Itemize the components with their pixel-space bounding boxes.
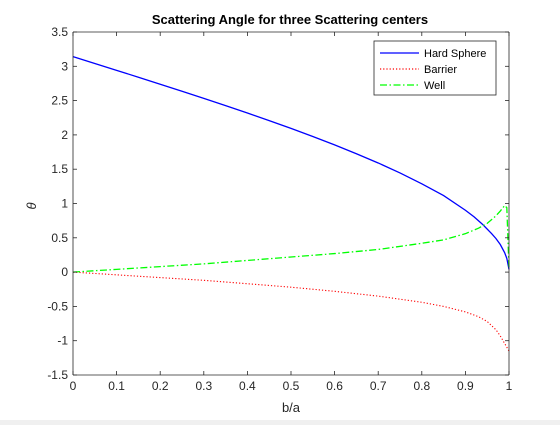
legend: Hard Sphere Barrier Well (373, 40, 497, 96)
y-ticks: -1.5 -1 -0.5 0 0.5 1 1.5 2 2.5 3 3.5 (47, 25, 509, 382)
x-tick-label: 1 (506, 379, 513, 393)
x-tick-label: 0 (70, 379, 77, 393)
y-tick-label: -1.5 (47, 368, 68, 382)
y-tick-label: -1 (57, 334, 68, 348)
legend-label-2: Well (424, 80, 445, 92)
y-tick-label: 2 (61, 128, 68, 142)
y-tick-label: -0.5 (47, 299, 68, 313)
x-tick-label: 0.3 (195, 379, 212, 393)
x-tick-label: 0.1 (108, 379, 125, 393)
legend-label-0: Hard Sphere (424, 48, 486, 60)
x-tick-label: 0.4 (239, 379, 256, 393)
x-tick-label: 0.8 (413, 379, 430, 393)
x-tick-label: 0.9 (457, 379, 474, 393)
series-line-0 (72, 55, 510, 270)
y-tick-label: 0.5 (51, 231, 68, 245)
x-tick-label: 0.6 (326, 379, 343, 393)
series-layer (72, 55, 510, 352)
y-tick-label: 1.5 (51, 162, 68, 176)
chart-title: Scattering Angle for three Scattering ce… (152, 12, 428, 27)
y-tick-label: 2.5 (51, 94, 68, 108)
x-axis-label: b/a (282, 400, 301, 415)
legend-label-1: Barrier (424, 64, 457, 76)
y-tick-label: 0 (61, 265, 68, 279)
x-tick-label: 0.7 (370, 379, 387, 393)
legend-box (373, 40, 497, 96)
x-tick-label: 0.2 (152, 379, 169, 393)
x-tick-label: 0.5 (283, 379, 300, 393)
y-tick-label: 3 (61, 59, 68, 73)
y-axis-label: θ (24, 202, 39, 209)
x-ticks: 0 0.1 0.2 0.3 0.4 0.5 0.6 0.7 0.8 0.9 1 (70, 32, 513, 393)
y-tick-label: 3.5 (51, 25, 68, 39)
series-line-2 (72, 204, 510, 273)
y-tick-label: 1 (61, 197, 68, 211)
